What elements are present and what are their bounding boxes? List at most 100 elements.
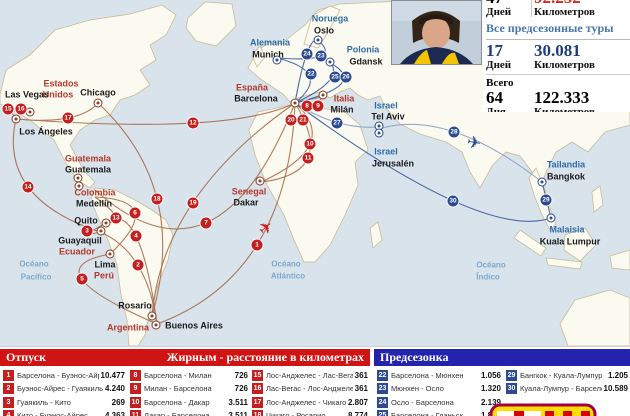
route-name: Милан - Барселона <box>144 384 212 393</box>
city-marker-icon <box>25 107 35 117</box>
route-stop-6: 6 <box>129 207 141 219</box>
player-photo <box>391 0 482 65</box>
total-heading: Всего <box>486 74 630 89</box>
preseason-tours-heading: Все предсезонные туры <box>486 21 630 40</box>
route-distance: 3.511 <box>228 397 248 407</box>
route-distance: 726 <box>234 384 248 393</box>
table-row: 8 Барселона - Милан 726 <box>130 369 248 381</box>
route-name: Дакар - Барселона <box>144 411 210 416</box>
route-name: Барселона - Милан <box>144 370 212 380</box>
city-marker-icon <box>93 98 103 108</box>
landmass-madagascar <box>369 221 383 249</box>
city-marker-icon <box>546 213 556 223</box>
route-number-badge: 15 <box>252 369 263 381</box>
route-stop-4: 4 <box>130 230 142 242</box>
route-stop-21: 21 <box>297 114 309 126</box>
route-distance: 361 <box>354 384 368 393</box>
route-distance: 1.205 <box>607 370 628 380</box>
route-distance: 726 <box>234 370 248 380</box>
route-name: Барселона - Буэнос-Айрес <box>17 370 99 380</box>
vacation-header-title: Отпуск <box>6 350 47 364</box>
route-distance: 2.139 <box>480 397 501 407</box>
vacation-days-value: 47 <box>486 0 534 6</box>
table-column: 22 Барселона - Мюнхен 1.056 23 Мюнхен - Осло… <box>377 369 501 416</box>
city-marker-icon <box>96 226 106 236</box>
table-row: 24 Осло - Барселона 2.139 <box>377 396 501 408</box>
table-row: 15 Лос-Анджелес - Лас-Вегас 361 <box>252 369 368 381</box>
vacation-days-label: Дней <box>486 6 512 18</box>
distance-stats-panel: 47 Дней 92.252 Километров Все предсезонн… <box>483 0 630 112</box>
city-marker-icon <box>11 114 21 124</box>
route-stop-28: 28 <box>448 126 460 138</box>
stats-column-divider <box>531 0 532 17</box>
city-marker-icon <box>374 128 384 138</box>
route-name: Осло - Барселона <box>391 397 454 407</box>
player-portrait-graphic <box>392 1 481 64</box>
route-distance: 4.240 <box>104 384 125 393</box>
route-distance: 1.320 <box>480 384 501 393</box>
route-stop-16: 16 <box>15 103 27 115</box>
route-name: Лос-Анджелес - Лас-Вегас <box>266 370 353 380</box>
route-stop-11: 11 <box>302 152 314 164</box>
table-row: 2 Буэнос-Айрес - Гуаякиль 4.240 <box>3 383 125 395</box>
total-days-value: 64 <box>486 88 503 107</box>
preseason-header-title: Предсезонка <box>380 350 449 364</box>
landmass-java <box>545 257 583 270</box>
route-distance: 2.807 <box>347 397 368 407</box>
city-marker-icon <box>272 55 282 65</box>
landmass-sumatra <box>513 229 547 257</box>
table-column: 15 Лос-Анджелес - Лас-Вегас 361 16 Лас-Вегас… <box>252 369 368 416</box>
route-number-badge: 25 <box>377 410 388 416</box>
route-number-badge: 18 <box>252 410 263 416</box>
route-number-badge: 17 <box>252 396 263 408</box>
route-name: Лос-Анджелес - Чикаго <box>266 397 346 407</box>
route-name: Гуаякиль - Кито <box>17 397 71 407</box>
route-stop-9: 9 <box>312 100 324 112</box>
preseason-km-value: 30.081 <box>534 41 581 60</box>
city-marker-icon <box>537 177 547 187</box>
table-row: 3 Гуаякиль - Кито 269 <box>3 396 125 408</box>
route-name: Куала-Лумпур - Барселона <box>520 384 602 393</box>
route-number-badge: 24 <box>377 396 388 408</box>
route-stop-24: 24 <box>301 48 313 60</box>
city-marker-icon <box>74 181 84 191</box>
landmass-borneo <box>563 227 597 262</box>
city-marker-icon <box>101 218 111 228</box>
route-number-badge: 11 <box>130 410 141 416</box>
table-row: 9 Милан - Барселона 726 <box>130 383 248 395</box>
route-stop-25: 25 <box>329 71 341 83</box>
preseason-stats-row: 17 Дней 30.081 Километров <box>486 42 630 71</box>
table-row: 18 Чикаго - Росарио 8.774 <box>252 410 368 416</box>
total-km-value: 122.333 <box>534 88 590 107</box>
landmass-australia <box>559 289 630 346</box>
preseason-km-label: Километров <box>534 59 595 71</box>
route-name: Барселона - Дакар <box>144 397 210 407</box>
route-number-badge: 9 <box>130 383 141 394</box>
distance-legend: Жирным - расстояние в километрах <box>166 350 364 364</box>
table-row: 23 Мюнхен - Осло 1.320 <box>377 383 501 395</box>
route-stop-17: 17 <box>62 112 74 124</box>
route-stop-29: 29 <box>540 194 552 206</box>
preseason-days-value: 17 <box>486 41 503 60</box>
table-row: 10 Барселона - Дакар 3.511 <box>130 396 248 408</box>
table-row: 29 Бангкок - Куала-Лумпур 1.205 <box>506 369 628 381</box>
route-distance: 269 <box>111 397 125 407</box>
landmass-philippines <box>591 185 604 213</box>
route-stop-8: 8 <box>301 100 313 112</box>
table-column: 8 Барселона - Милан 726 9 Милан - Барселона 7… <box>130 369 248 416</box>
table-row: 17 Лос-Анджелес - Чикаго 2.807 <box>252 396 368 408</box>
route-distance: 10.589 <box>603 384 628 393</box>
route-stop-12: 12 <box>187 117 199 129</box>
table-row: 11 Дакар - Барселона 3.511 <box>130 410 248 416</box>
landmass-scandinavia <box>303 5 341 49</box>
distance-tables-section: Отпуск Жирным - расстояние в километрах … <box>0 346 630 416</box>
vacation-table-header: Отпуск Жирным - расстояние в километрах <box>0 349 370 366</box>
route-stop-19: 19 <box>187 197 199 209</box>
route-stop-2: 2 <box>132 259 144 271</box>
route-number-badge: 8 <box>130 369 141 381</box>
landmass-south-america <box>90 187 174 346</box>
city-marker-icon <box>151 320 161 330</box>
